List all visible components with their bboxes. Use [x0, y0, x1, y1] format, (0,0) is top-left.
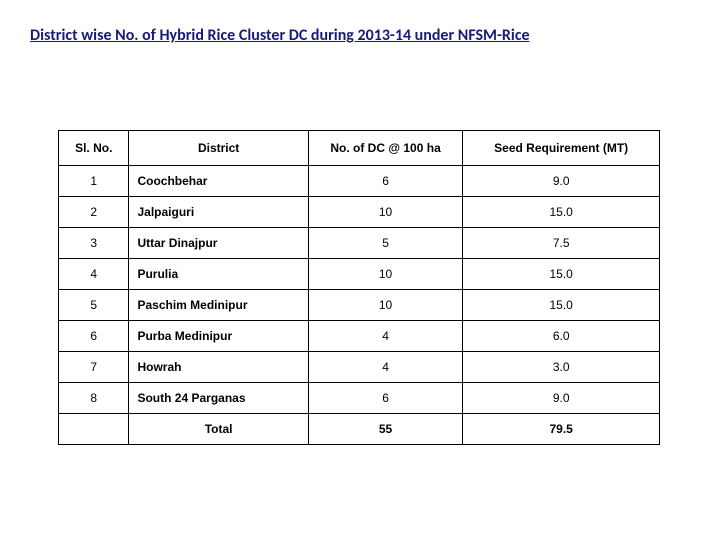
table-row: 2 Jalpaiguri 10 15.0 — [59, 197, 660, 228]
table-row: 5 Paschim Medinipur 10 15.0 — [59, 290, 660, 321]
cell-district: South 24 Parganas — [129, 383, 308, 414]
cell-dc: 10 — [308, 290, 463, 321]
cell-district: Coochbehar — [129, 166, 308, 197]
table-row: 1 Coochbehar 6 9.0 — [59, 166, 660, 197]
cell-sl: 4 — [59, 259, 129, 290]
table-row: 8 South 24 Parganas 6 9.0 — [59, 383, 660, 414]
cell-district: Uttar Dinajpur — [129, 228, 308, 259]
cell-district: Paschim Medinipur — [129, 290, 308, 321]
table-container: Sl. No. District No. of DC @ 100 ha Seed… — [58, 130, 660, 445]
cell-sl: 6 — [59, 321, 129, 352]
cell-dc: 10 — [308, 259, 463, 290]
table-row: 3 Uttar Dinajpur 5 7.5 — [59, 228, 660, 259]
table-body: 1 Coochbehar 6 9.0 2 Jalpaiguri 10 15.0 … — [59, 166, 660, 445]
cell-district: Jalpaiguri — [129, 197, 308, 228]
cell-sl: 2 — [59, 197, 129, 228]
header-district: District — [129, 131, 308, 166]
page-title: District wise No. of Hybrid Rice Cluster… — [30, 26, 530, 45]
cell-seed: 9.0 — [463, 166, 660, 197]
cell-dc: 6 — [308, 166, 463, 197]
header-dc: No. of DC @ 100 ha — [308, 131, 463, 166]
cell-sl: 3 — [59, 228, 129, 259]
table-row: 7 Howrah 4 3.0 — [59, 352, 660, 383]
data-table: Sl. No. District No. of DC @ 100 ha Seed… — [58, 130, 660, 445]
table-row: 6 Purba Medinipur 4 6.0 — [59, 321, 660, 352]
cell-dc: 10 — [308, 197, 463, 228]
cell-sl: 8 — [59, 383, 129, 414]
cell-seed: 3.0 — [463, 352, 660, 383]
cell-dc: 4 — [308, 321, 463, 352]
cell-district: Purba Medinipur — [129, 321, 308, 352]
cell-sl: 7 — [59, 352, 129, 383]
header-sl: Sl. No. — [59, 131, 129, 166]
cell-seed: 7.5 — [463, 228, 660, 259]
cell-seed: 15.0 — [463, 259, 660, 290]
cell-seed: 15.0 — [463, 197, 660, 228]
cell-seed: 15.0 — [463, 290, 660, 321]
cell-seed: 9.0 — [463, 383, 660, 414]
cell-seed: 6.0 — [463, 321, 660, 352]
cell-total-seed: 79.5 — [463, 414, 660, 445]
cell-total-dc: 55 — [308, 414, 463, 445]
header-seed: Seed Requirement (MT) — [463, 131, 660, 166]
table-header-row: Sl. No. District No. of DC @ 100 ha Seed… — [59, 131, 660, 166]
cell-sl: 1 — [59, 166, 129, 197]
cell-sl-total — [59, 414, 129, 445]
table-row: 4 Purulia 10 15.0 — [59, 259, 660, 290]
cell-district: Purulia — [129, 259, 308, 290]
cell-sl: 5 — [59, 290, 129, 321]
table-total-row: Total 55 79.5 — [59, 414, 660, 445]
cell-dc: 4 — [308, 352, 463, 383]
cell-dc: 6 — [308, 383, 463, 414]
cell-total-label: Total — [129, 414, 308, 445]
cell-district: Howrah — [129, 352, 308, 383]
cell-dc: 5 — [308, 228, 463, 259]
